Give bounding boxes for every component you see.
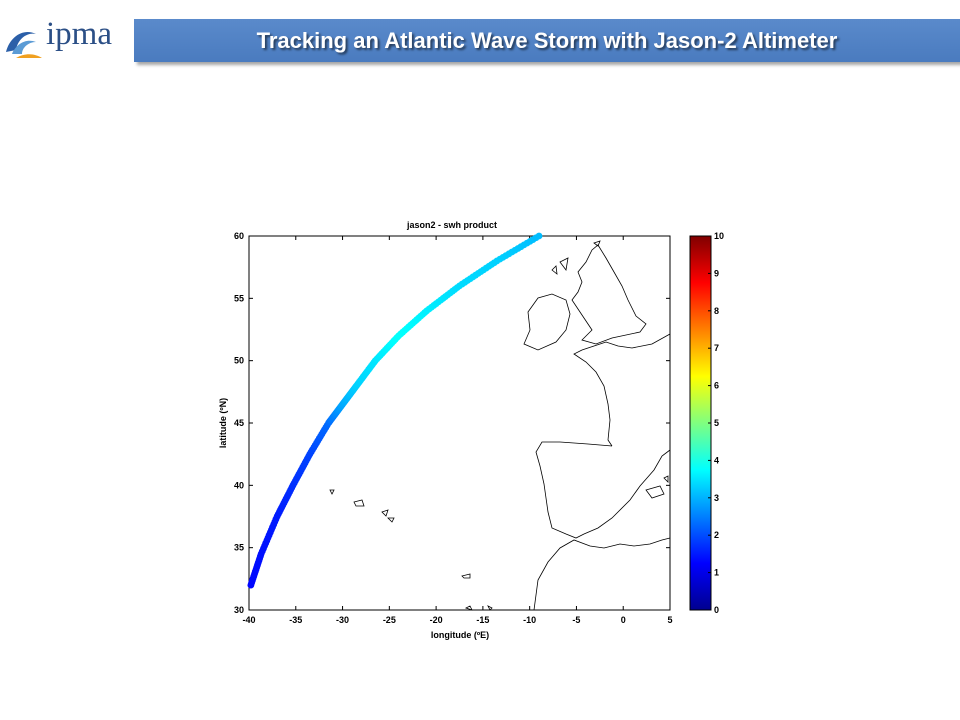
x-tick-label: -30 [336, 615, 349, 625]
ireland-coast [523, 293, 571, 351]
colorbar-tick-label: 9 [714, 268, 719, 278]
canary-islands [464, 605, 493, 611]
x-tick-label: -35 [289, 615, 302, 625]
coastline-map [329, 240, 671, 611]
x-axis-ticks: -40 -35 -30 -25 -20 -15 -10 -5 0 5 [242, 236, 673, 625]
y-tick-label: 45 [234, 418, 244, 428]
colorbar-tick-label: 4 [714, 455, 719, 465]
x-tick-label: -20 [430, 615, 443, 625]
x-axis-label: longitude (ºE) [431, 630, 489, 640]
track-point [535, 232, 543, 240]
ipma-logo: ipma [2, 16, 130, 64]
colorbar-tick-label: 8 [714, 306, 719, 316]
madeira-islands [461, 573, 471, 579]
chart-title: jason2 - swh product [406, 220, 497, 230]
slide-title: Tracking an Atlantic Wave Storm with Jas… [256, 27, 838, 53]
colorbar-tick-label: 3 [714, 493, 719, 503]
colorbar-tick-label: 10 [714, 231, 724, 241]
colorbar-ticks: 0 1 2 3 4 5 6 7 8 9 10 [708, 231, 724, 615]
y-tick-label: 40 [234, 480, 244, 490]
x-tick-label: 0 [621, 615, 626, 625]
y-axis-ticks: 30 35 40 45 50 55 60 [234, 231, 670, 615]
africa-coast [533, 537, 671, 611]
y-tick-label: 50 [234, 356, 244, 366]
plot-area [248, 235, 671, 611]
colorbar-tick-label: 7 [714, 343, 719, 353]
wave-logo-icon [6, 32, 42, 58]
colorbar-tick-label: 6 [714, 381, 719, 391]
britain-coast [571, 244, 647, 345]
satellite-track [247, 232, 543, 589]
iberia-coast [535, 441, 671, 539]
x-tick-label: -25 [383, 615, 396, 625]
y-tick-label: 60 [234, 231, 244, 241]
colorbar-tick-label: 1 [714, 568, 719, 578]
x-tick-label: -15 [476, 615, 489, 625]
scotland-islands [551, 240, 601, 275]
y-axis-label: latitude (ºN) [218, 398, 228, 448]
azores-islands [329, 489, 395, 523]
x-tick-label: -5 [572, 615, 580, 625]
logo-text: ipma [46, 16, 112, 52]
colorbar-tick-label: 0 [714, 605, 719, 615]
title-bar: Tracking an Atlantic Wave Storm with Jas… [134, 19, 960, 62]
x-tick-label: 5 [667, 615, 672, 625]
y-tick-label: 35 [234, 543, 244, 553]
mediterranean-islands [645, 475, 669, 499]
y-tick-label: 30 [234, 605, 244, 615]
france-coast [573, 333, 671, 447]
y-tick-label: 55 [234, 293, 244, 303]
colorbar [689, 235, 712, 611]
colorbar-tick-label: 5 [714, 418, 719, 428]
colorbar-tick-label: 2 [714, 530, 719, 540]
x-tick-label: -40 [242, 615, 255, 625]
x-tick-label: -10 [523, 615, 536, 625]
